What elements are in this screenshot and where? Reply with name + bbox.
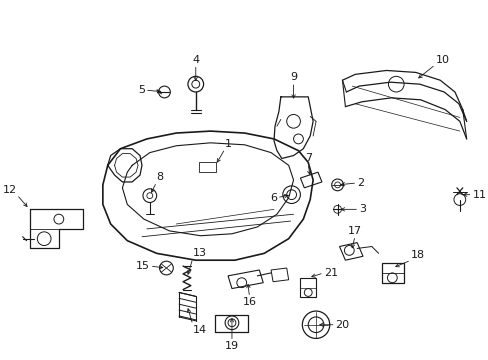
Text: 20: 20 <box>335 320 349 330</box>
Text: 15: 15 <box>136 261 149 271</box>
Text: 8: 8 <box>156 172 163 182</box>
Text: 16: 16 <box>242 297 256 307</box>
Text: 14: 14 <box>192 325 206 335</box>
Text: 9: 9 <box>289 72 297 82</box>
Text: 13: 13 <box>192 248 206 258</box>
Text: 1: 1 <box>224 139 232 149</box>
Text: 17: 17 <box>347 226 362 236</box>
Text: 7: 7 <box>304 153 311 163</box>
Text: 6: 6 <box>269 193 276 203</box>
Text: 10: 10 <box>434 55 448 64</box>
Text: 21: 21 <box>323 268 337 278</box>
Text: 2: 2 <box>356 178 364 188</box>
Text: 18: 18 <box>410 250 424 260</box>
Text: 3: 3 <box>358 204 366 214</box>
Text: 5: 5 <box>138 85 144 95</box>
Text: 19: 19 <box>224 341 239 351</box>
Bar <box>198 162 216 172</box>
Text: 4: 4 <box>192 55 199 64</box>
Text: 12: 12 <box>2 185 17 195</box>
Text: 11: 11 <box>471 190 486 200</box>
